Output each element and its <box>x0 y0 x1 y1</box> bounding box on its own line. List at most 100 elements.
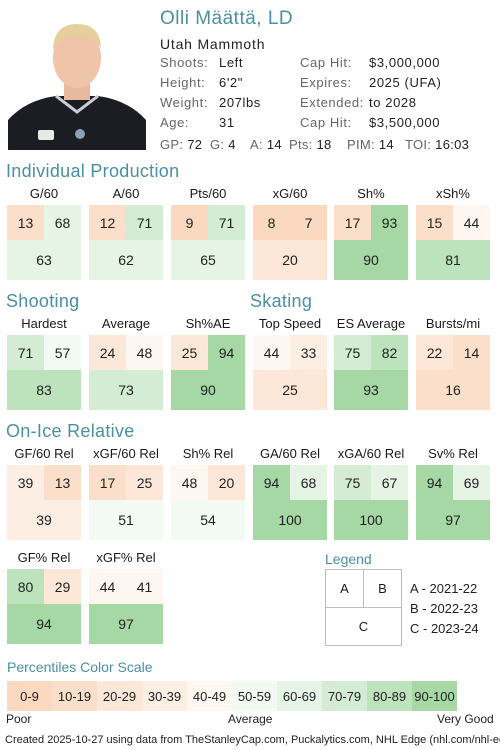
info-label-age: Age: <box>160 115 190 130</box>
contract-value-expires: 2025 (UFA) <box>369 75 442 90</box>
metric-xg-60-a: 8 <box>253 205 290 240</box>
stat-gp: GP: 72 <box>160 137 203 152</box>
metric-gf-60-rel-b: 13 <box>44 465 81 500</box>
metric-a-60-a: 12 <box>89 205 126 240</box>
info-value-shoots: Left <box>219 55 244 70</box>
contract-label-cap-hit: Cap Hit: <box>300 55 352 70</box>
player-name: Olli Määttä, LD <box>160 8 294 29</box>
scale-label-poor: Poor <box>6 712 32 726</box>
contract-label-expires: Expires: <box>300 75 352 90</box>
metric-top-speed-c: 25 <box>253 370 327 410</box>
scale-bin-70-79: 70-79 <box>322 681 367 711</box>
metric-ga-60-rel-a: 94 <box>253 465 290 500</box>
metric-label-shpct-rel: Sh% Rel <box>182 446 234 461</box>
footer-credits: Created 2025-10-27 using data from TheSt… <box>5 734 500 746</box>
metric-bursts-mi-c: 16 <box>416 370 490 410</box>
legend-item-c: C - 2023-24 <box>410 621 479 636</box>
metric-es-average-c: 93 <box>334 370 408 410</box>
info-value-age: 31 <box>219 115 235 130</box>
metric-es-average-b: 82 <box>371 335 408 370</box>
color-scale-title: Percentiles Color Scale <box>7 659 153 675</box>
metric-shpctae-b: 94 <box>208 335 245 370</box>
metric-ga-60-rel-c: 100 <box>253 500 327 540</box>
metric-xgf-60-rel-b: 25 <box>126 465 163 500</box>
metric-xgfpct-rel-a: 44 <box>89 569 126 604</box>
metric-label-es-average: ES Average <box>336 316 406 331</box>
metric-shpct-rel-b: 20 <box>208 465 245 500</box>
contract-value-extended: to 2028 <box>369 95 417 110</box>
scale-bin-80-89: 80-89 <box>367 681 412 711</box>
scale-bin-20-29: 20-29 <box>97 681 142 711</box>
metric-label-a-60: A/60 <box>112 186 140 201</box>
metric-label-pts-60: Pts/60 <box>189 186 227 201</box>
metric-xga-60-rel-c: 100 <box>334 500 408 540</box>
metric-xgfpct-rel-b: 41 <box>126 569 163 604</box>
metric-label-shpctae: Sh%AE <box>185 316 231 331</box>
contract-label-new-cap-hit: Cap Hit: <box>300 115 352 130</box>
stat-g: G: 4 <box>210 137 236 152</box>
metric-bursts-mi-a: 22 <box>416 335 453 370</box>
metric-xg-60-b: 7 <box>290 205 327 240</box>
scale-label-average: Average <box>228 712 273 726</box>
metric-xga-60-rel-a: 75 <box>334 465 371 500</box>
metric-ga-60-rel-b: 68 <box>290 465 327 500</box>
metric-xshpct-b: 44 <box>453 205 490 240</box>
metric-shpct-c: 90 <box>334 240 408 280</box>
stat-pim: PIM: 14 <box>347 137 394 152</box>
metric-label-xshpct: xSh% <box>436 186 470 201</box>
metric-average-b: 48 <box>126 335 163 370</box>
section-shooting: Shooting <box>6 291 80 311</box>
stat-toi: TOI: 16:03 <box>405 137 470 152</box>
metric-shpctae-a: 25 <box>171 335 208 370</box>
metric-label-g-60: G/60 <box>29 186 59 201</box>
metric-gf-60-rel-a: 39 <box>7 465 44 500</box>
scale-bin-50-59: 50-59 <box>232 681 277 711</box>
contract-label-extended: Extended: <box>300 95 364 110</box>
metric-label-xga-60-rel: xGA/60 Rel <box>337 446 405 461</box>
metric-label-hardest: Hardest <box>21 316 67 331</box>
info-value-weight: 207lbs <box>219 95 261 110</box>
section-on-ice-relative: On-Ice Relative <box>6 421 135 441</box>
metric-average-c: 73 <box>89 370 163 410</box>
metric-xga-60-rel-b: 67 <box>371 465 408 500</box>
metric-svpct-rel-a: 94 <box>416 465 453 500</box>
metric-pts-60-b: 71 <box>208 205 245 240</box>
metric-pts-60-c: 65 <box>171 240 245 280</box>
legend-item-b: B - 2022-23 <box>410 601 478 616</box>
scale-bin-10-19: 10-19 <box>52 681 97 711</box>
legend-box-b: B <box>363 569 402 608</box>
metric-svpct-rel-c: 97 <box>416 500 490 540</box>
info-label-shoots: Shoots: <box>160 55 209 70</box>
legend-box-c: C <box>325 607 402 646</box>
metric-hardest-c: 83 <box>7 370 81 410</box>
metric-shpct-rel-c: 54 <box>171 500 245 540</box>
scale-bin-0-9: 0-9 <box>7 681 52 711</box>
legend-box-a: A <box>325 569 364 608</box>
info-label-weight: Weight: <box>160 95 209 110</box>
metric-g-60-b: 68 <box>44 205 81 240</box>
scale-bin-90-100: 90-100 <box>412 681 457 711</box>
metric-shpctae-c: 90 <box>171 370 245 410</box>
info-value-height: 6'2" <box>219 75 243 90</box>
metric-pts-60-a: 9 <box>171 205 208 240</box>
metric-xshpct-c: 81 <box>416 240 490 280</box>
metric-average-a: 24 <box>89 335 126 370</box>
metric-hardest-a: 71 <box>7 335 44 370</box>
legend-title: Legend <box>325 551 372 567</box>
metric-shpct-a: 17 <box>334 205 371 240</box>
metric-gfpct-rel-b: 29 <box>44 569 81 604</box>
metric-shpct-b: 93 <box>371 205 408 240</box>
metric-xshpct-a: 15 <box>416 205 453 240</box>
scale-bin-60-69: 60-69 <box>277 681 322 711</box>
metric-xg-60-c: 20 <box>253 240 327 280</box>
metric-g-60-c: 63 <box>7 240 81 280</box>
section-individual-production: Individual Production <box>6 161 180 181</box>
metric-label-xg-60: xG/60 <box>272 186 308 201</box>
metric-top-speed-a: 44 <box>253 335 290 370</box>
player-team: Utah Mammoth <box>160 36 266 52</box>
contract-value-cap-hit: $3,000,000 <box>369 55 441 70</box>
metric-hardest-b: 57 <box>44 335 81 370</box>
metric-es-average-a: 75 <box>334 335 371 370</box>
metric-g-60-a: 13 <box>7 205 44 240</box>
section-skating: Skating <box>250 291 313 311</box>
